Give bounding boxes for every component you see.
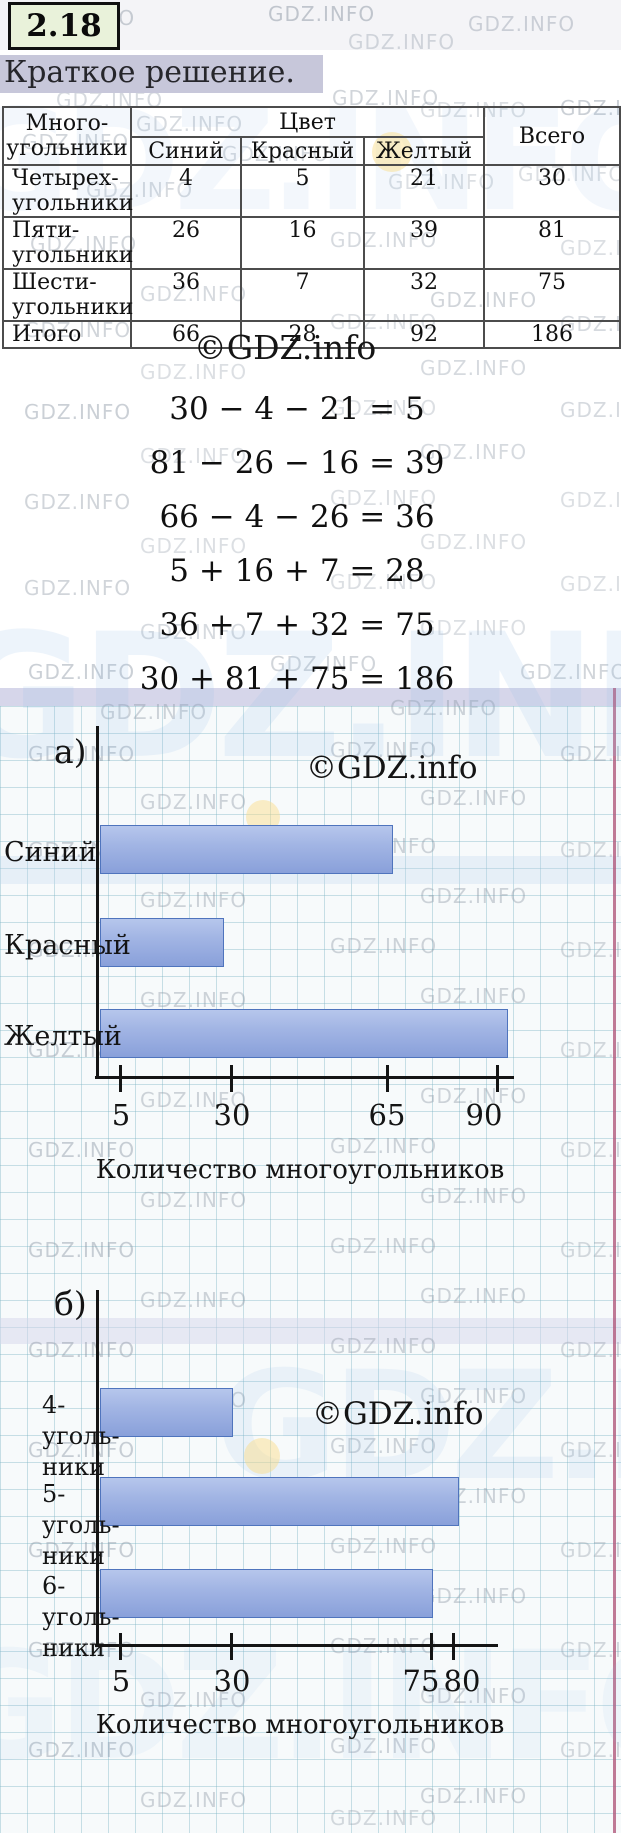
table-header-polygons: Много- угольники [2,106,132,166]
table-cell-value: 4 [130,164,242,218]
equation-line: 81 − 26 − 16 = 39 [149,445,445,481]
table-header-red: Красный [240,136,365,166]
table-cell-label: Пяти-угольники [2,216,134,270]
table-copyright: ©GDZ.info [193,328,377,367]
equation-line: 36 + 7 + 32 = 75 [159,607,435,643]
table-cell-value: 16 [240,216,365,270]
table-row: Шести-угольники 36 7 32 75 [2,268,621,322]
problem-number-badge: 2.18 [8,2,120,50]
table-cell-value: 5 [240,164,365,218]
equation-line: 66 − 4 − 26 = 36 [159,499,435,535]
table-header-color: Цвет [129,106,486,138]
problem-number: 2.18 [26,8,102,44]
table-header-polygons-line2: угольники [6,136,128,161]
table-label-line1: Четырех- [12,166,119,191]
table-label-line2: угольники [12,295,134,320]
table-cell-value: 7 [240,268,365,322]
table-cell-value: 21 [362,164,486,218]
table-label-line1: Шести- [12,270,97,295]
table-label-line2: угольники [12,191,134,216]
soft-lavender-band [0,1318,621,1344]
table-header-blue: Синий [130,136,242,166]
table-header-row-1: Много- угольники Цвет Всего [2,106,621,166]
table-label-line1: Пяти- [12,218,80,243]
table-label-line2: угольники [12,243,134,268]
solution-subtitle: Краткое решение. [0,55,323,93]
table-cell-value: 36 [130,268,242,322]
table-header-total: Всего [483,106,621,166]
table-cell-value: 75 [483,268,621,322]
table-cell-label: Итого [2,320,132,349]
table-header-yellow: Желтый [362,136,486,166]
table-cell-label: Шести-угольники [2,268,134,322]
table-cell-value: 186 [483,320,621,349]
table-cell-label: Четырех-угольники [2,164,134,218]
table-cell-value: 30 [483,164,621,218]
equation-line: 30 + 81 + 75 = 186 [139,661,455,697]
table-cell-value: 66 [130,320,242,349]
table-row: Пяти-угольники 26 16 39 81 [2,216,621,270]
table-row: Четырех-угольники 4 5 21 30 [2,164,621,218]
frequency-table: Много- угольники Цвет Всего Синий Красны… [2,106,621,349]
table-header-row-2: Синий Красный Желтый [3,136,620,166]
soft-blue-band [0,856,621,884]
notebook-margin-line [613,688,616,1833]
purple-band [0,688,621,706]
table-cell-value: 28 [240,320,365,349]
table-cell-value: 26 [130,216,242,270]
table-total-row: Итого 66 28 92 186 [2,320,621,349]
table-cell-value: 39 [362,216,486,270]
table-cell-value: 81 [483,216,621,270]
equations-block: 30 − 4 − 21 = 5 81 − 26 − 16 = 39 66 − 4 −… [0,392,594,716]
grid-paper-background [0,706,621,1833]
equation-line: 30 − 4 − 21 = 5 [169,391,425,427]
table-header-polygons-line1: Много- [25,111,109,136]
table-cell-value: 92 [362,320,486,349]
table-cell-value: 32 [362,268,486,322]
equation-line: 5 + 16 + 7 = 28 [169,553,425,589]
